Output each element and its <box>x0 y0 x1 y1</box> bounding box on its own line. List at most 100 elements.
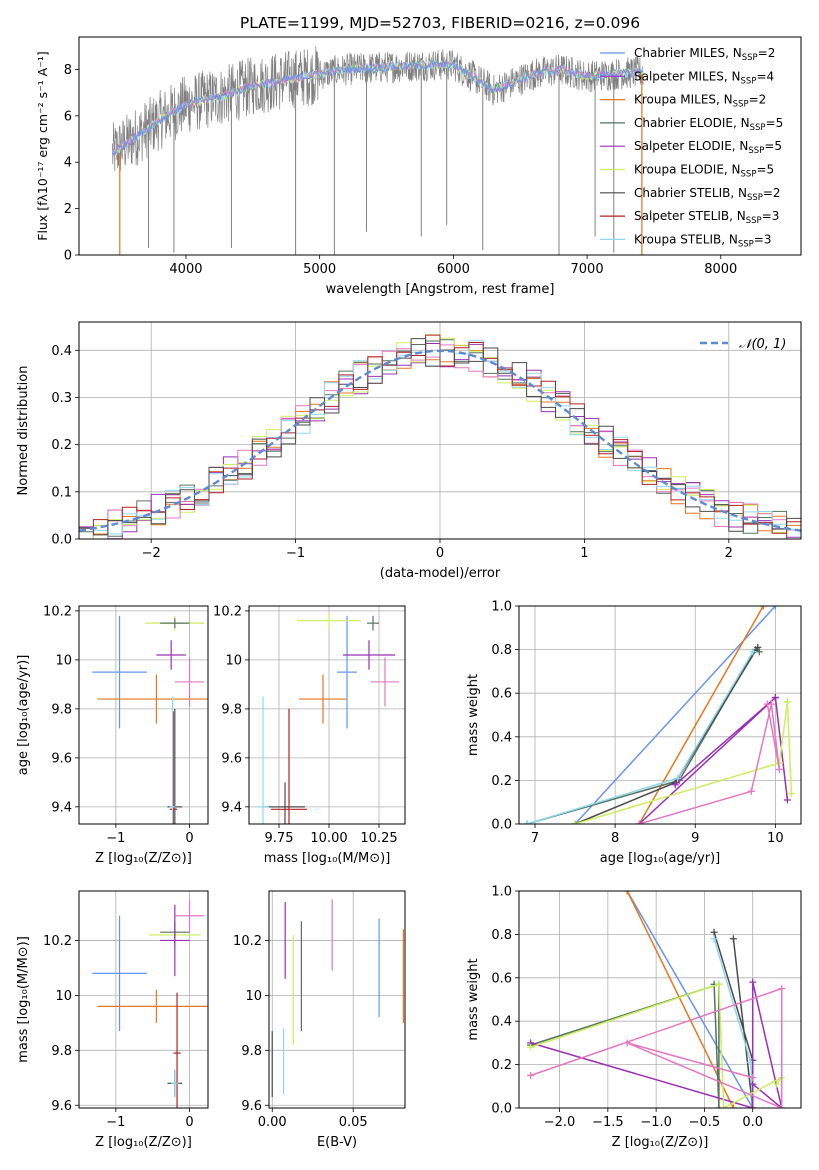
legend-label: Chabrier MILES, NSSP=2 <box>634 46 775 63</box>
axes-frame <box>268 890 406 1109</box>
axes-frame <box>248 605 406 825</box>
legend-label: 𝒩(0, 1) <box>739 337 786 352</box>
weight-point-marker <box>783 796 791 804</box>
weight-point-marker <box>623 891 631 895</box>
legend-label: Kroupa ELODIE, NSSP=5 <box>634 163 774 180</box>
y-tick-label: 0.4 <box>491 730 512 745</box>
legend-label-suffix: =3 <box>754 232 772 246</box>
x-tick-label: −1 <box>106 1115 125 1130</box>
y-tick-label: 10.2 <box>43 934 72 949</box>
legend-label-suffix: =5 <box>766 116 784 130</box>
panel-mass-vs-z: −1 0 9.6 9.8 10 10.2 Z [log₁₀(Z/Z⊙)] mass [log₁… <box>16 890 209 1150</box>
weight-series-line <box>574 701 793 824</box>
x-axis-label: (data-model)/error <box>380 566 501 581</box>
y-tick-label: 0.2 <box>491 774 512 789</box>
x-tick-label: 10 <box>767 831 784 846</box>
panel-mass-vs-ebv: 0.00 0.05 9.6 9.8 10 10.2 E(B-V) <box>233 890 406 1150</box>
x-tick-label: −2 <box>142 546 161 561</box>
legend-label-suffix: =4 <box>756 69 774 83</box>
legend-label-subscript: SSP <box>750 123 766 133</box>
y-tick-label: 10.2 <box>213 604 242 619</box>
legend-label-suffix: =2 <box>758 46 776 60</box>
y-tick-label: 0.8 <box>491 643 512 658</box>
x-tick-label: 0 <box>185 1115 193 1130</box>
plot-area <box>111 45 644 255</box>
panel-residuals: −2 −1 0 1 2 0.0 0.1 0.2 0.3 0.4 (data-model)/error… <box>16 321 802 581</box>
weight-series-line <box>638 696 789 824</box>
y-tick-label: 0.0 <box>491 818 512 833</box>
axes-frame <box>78 890 209 1109</box>
x-tick-label: 10.25 <box>360 831 397 846</box>
weight-point-marker <box>720 1104 728 1108</box>
plot-area <box>523 606 795 824</box>
y-tick-label: 2 <box>64 202 72 217</box>
legend-label-subscript: SSP <box>742 53 758 63</box>
x-axis-label: E(B-V) <box>317 1135 357 1150</box>
y-tick-label: 8 <box>64 63 72 78</box>
weight-point-marker <box>773 1080 781 1088</box>
y-tick-label: 9.6 <box>51 751 72 766</box>
y-tick-label: 9.6 <box>221 751 242 766</box>
legend-label-text: Salpeter STELIB, N <box>634 209 746 223</box>
legend-label-subscript: SSP <box>747 193 763 203</box>
y-tick-label: 9.4 <box>221 800 242 815</box>
x-tick-label: 7000 <box>571 262 604 277</box>
x-tick-label: −1 <box>286 546 305 561</box>
axes-frame <box>78 605 209 825</box>
plot-area <box>271 899 404 1098</box>
weight-point-marker <box>755 648 763 656</box>
plot-area <box>79 334 801 539</box>
plot-area <box>257 613 399 824</box>
y-tick-label: 0.6 <box>491 971 512 986</box>
y-axis-label: Flux [fλ10⁻¹⁷ erg cm⁻² s⁻¹ A⁻¹] <box>35 51 50 240</box>
x-axis-label: wavelength [Angstrom, rest frame] <box>326 282 555 297</box>
y-tick-label: 9.6 <box>51 1099 72 1114</box>
x-tick-label: −1 <box>106 831 125 846</box>
weight-point-marker <box>759 606 767 610</box>
y-tick-label: 10 <box>225 653 242 668</box>
x-tick-label: −2.0 <box>544 1115 576 1130</box>
weight-point-marker <box>771 606 779 610</box>
x-tick-label: 6000 <box>437 262 470 277</box>
panel-age-vs-z: −1 0 9.4 9.6 9.8 10 10.2 Z [log₁₀(Z/Z⊙)] age [lo… <box>16 604 209 866</box>
x-tick-label: 10.00 <box>310 831 347 846</box>
legend-label-subscript: SSP <box>733 100 749 110</box>
weight-point-marker <box>749 1074 757 1082</box>
legend-label-subscript: SSP <box>741 170 757 180</box>
legend-label: Kroupa STELIB, NSSP=3 <box>634 232 772 249</box>
weight-series-line <box>530 983 783 1108</box>
panel-weight-vs-z: −2.0 −1.5 −1.0 −0.5 0.0 0.0 0.2 0.4 0.6 0.8 1.0 Z [… <box>466 885 802 1150</box>
weight-point-marker <box>729 935 737 943</box>
weight-point-marker <box>527 1071 535 1079</box>
weight-point-marker <box>749 648 757 656</box>
residual-histogram <box>79 338 801 539</box>
legend-label-subscript: SSP <box>741 76 757 86</box>
y-tick-label: 1.0 <box>491 600 512 615</box>
legend-label-text: Kroupa ELODIE, N <box>634 163 741 177</box>
y-tick-label: 9.8 <box>51 1044 72 1059</box>
x-tick-label: 0 <box>436 546 444 561</box>
weight-point-marker <box>771 694 779 702</box>
weight-series-line <box>526 651 754 824</box>
legend-label-suffix: =5 <box>764 139 782 153</box>
legend-label-text: Chabrier ELODIE, N <box>634 116 750 130</box>
weight-point-marker <box>710 935 718 943</box>
weight-series-line <box>626 891 735 1108</box>
y-tick-label: 0.4 <box>51 344 72 359</box>
legend-label: Salpeter MILES, NSSP=4 <box>634 69 774 86</box>
x-tick-label: 2 <box>725 546 733 561</box>
weight-point-marker <box>763 700 771 708</box>
weight-point-marker <box>783 698 791 706</box>
panel-weight-vs-age: 7 8 9 10 0.0 0.2 0.4 0.6 0.8 1.0 age [log₁₀(age/yr… <box>466 600 802 866</box>
x-axis-label: mass [log₁₀(M/M⊙)] <box>264 851 391 866</box>
y-tick-label: 10 <box>55 653 72 668</box>
y-tick-label: 0.4 <box>491 1015 512 1030</box>
weight-point-marker <box>674 774 682 782</box>
weight-point-marker <box>527 1043 535 1051</box>
axes-frame <box>78 321 802 540</box>
y-axis-label: mass [log₁₀(M/M⊙)] <box>16 936 31 1063</box>
x-axis-label: Z [log₁₀(Z/Z⊙)] <box>612 1135 709 1150</box>
weight-series-line <box>530 987 783 1108</box>
legend-label-suffix: =2 <box>749 93 767 107</box>
y-tick-label: 0 <box>64 249 72 264</box>
